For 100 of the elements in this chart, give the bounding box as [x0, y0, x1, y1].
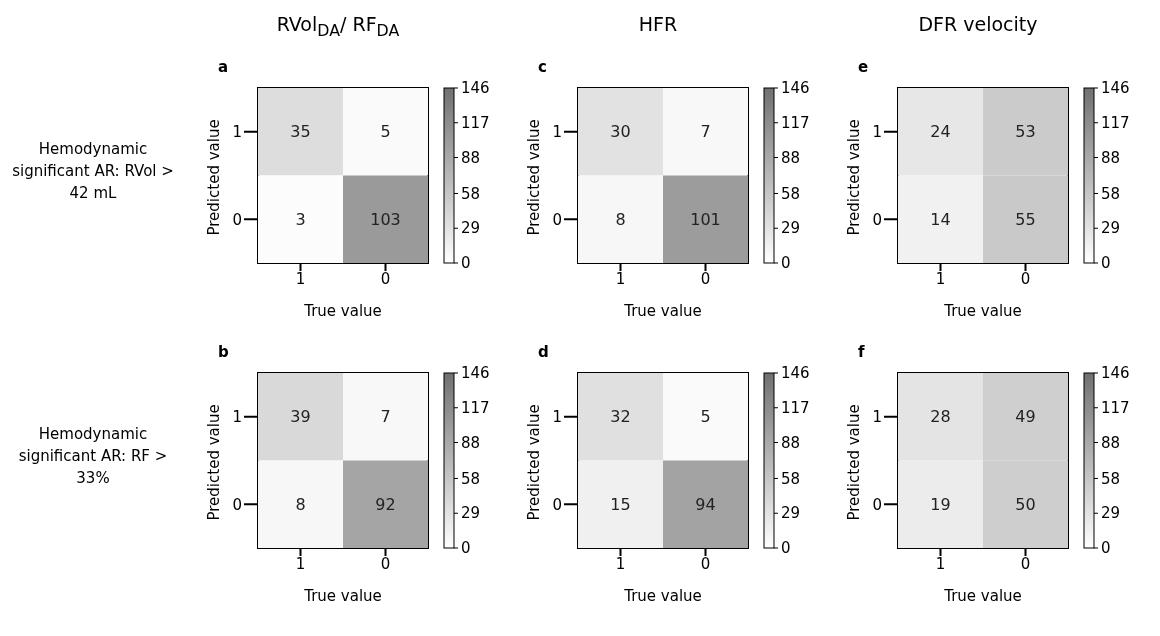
chart-title: c [538, 58, 547, 76]
data-label: 24 [930, 122, 951, 142]
data-label: 49 [1015, 407, 1036, 427]
x-tick-label: 0 [1020, 554, 1031, 573]
x-tick-label: 0 [700, 269, 711, 288]
y-axis-title: Predicted value [525, 119, 544, 236]
y-axis-title: Predicted value [205, 404, 224, 521]
y-tick-label: 0 [552, 495, 562, 514]
data-label: 7 [380, 407, 391, 427]
color-bar-label: 88 [461, 148, 481, 167]
data-label: 7 [700, 122, 711, 142]
x-tick-label: 1 [615, 269, 626, 288]
data-label: 50 [1015, 494, 1036, 514]
color-bar-label: 117 [1101, 114, 1130, 133]
y-axis-title: Predicted value [525, 404, 544, 521]
data-label: 19 [930, 494, 951, 514]
data-label: 8 [295, 494, 306, 514]
y-axis-title: Predicted value [845, 404, 864, 521]
x-tick-label: 1 [935, 269, 946, 288]
y-tick-label: 0 [232, 495, 242, 514]
y-tick-label: 1 [232, 123, 242, 142]
color-bar-label: 117 [461, 114, 490, 133]
color-bar-label: 58 [781, 469, 801, 488]
color-bar-label: 0 [1101, 254, 1111, 273]
data-label: 15 [610, 494, 631, 514]
data-label: 53 [1015, 122, 1036, 142]
x-axis-title: True value [623, 587, 702, 605]
chart-title: d [538, 343, 549, 361]
chart-title: e [858, 58, 869, 76]
y-axis-title: Predicted value [205, 119, 224, 236]
y-tick-label: 1 [872, 408, 882, 427]
color-bar-label: 117 [781, 114, 810, 133]
color-bar-label: 88 [781, 148, 801, 167]
data-label: 94 [695, 494, 716, 514]
color-bar-label: 0 [781, 539, 791, 558]
color-bar-label: 29 [461, 504, 481, 523]
color-bar-label: 58 [461, 184, 481, 203]
y-tick-label: 1 [872, 123, 882, 142]
chart-title: b [218, 343, 229, 361]
data-label: 14 [930, 209, 951, 229]
x-axis-title: True value [303, 587, 382, 605]
color-bar-label: 88 [461, 433, 481, 452]
color-bar-label: 58 [1101, 184, 1121, 203]
color-bar-label: 117 [461, 399, 490, 418]
color-bar-label: 88 [781, 433, 801, 452]
data-label: 39 [290, 407, 311, 427]
x-tick-label: 1 [295, 554, 306, 573]
color-bar-label: 58 [461, 469, 481, 488]
y-tick-label: 0 [872, 495, 882, 514]
x-tick-label: 0 [380, 554, 391, 573]
y-tick-label: 0 [872, 210, 882, 229]
data-label: 103 [370, 209, 401, 229]
color-bar-label: 88 [1101, 433, 1121, 452]
data-label: 32 [610, 407, 631, 427]
color-bar-label: 88 [1101, 148, 1121, 167]
color-bar-label: 29 [781, 504, 801, 523]
y-tick-label: 0 [552, 210, 562, 229]
x-axis-title: True value [623, 302, 702, 320]
x-tick-label: 1 [295, 269, 306, 288]
text: Hemodynamic significant AR: RF > 33% [17, 424, 169, 489]
data-label: 3 [295, 209, 306, 229]
color-bar-label: 117 [1101, 399, 1130, 418]
text: Hemodynamic significant AR: RVol > 42 mL [11, 139, 175, 204]
color-bar-label: 0 [1101, 539, 1111, 558]
color-bar-label: 146 [461, 79, 490, 98]
y-tick-label: 1 [232, 408, 242, 427]
color-bar-label: 29 [1101, 504, 1121, 523]
x-tick-label: 0 [700, 554, 711, 573]
x-axis-title: True value [943, 587, 1022, 605]
data-label: 35 [290, 122, 311, 142]
color-bar-label: 146 [781, 364, 810, 383]
y-tick-label: 1 [552, 123, 562, 142]
color-bar-label: 0 [461, 539, 471, 558]
x-tick-label: 1 [615, 554, 626, 573]
data-label: 30 [610, 122, 631, 142]
data-label: 5 [700, 407, 711, 427]
color-bar-label: 146 [1101, 364, 1130, 383]
color-bar-label: 146 [461, 364, 490, 383]
text: DFR velocity [918, 13, 1038, 35]
color-bar-label: 0 [781, 254, 791, 273]
color-bar-label: 29 [1101, 219, 1121, 238]
color-bar-label: 58 [781, 184, 801, 203]
x-tick-label: 1 [935, 554, 946, 573]
chart-title: f [858, 343, 865, 361]
text: HFR [638, 13, 678, 35]
color-bar-label: 29 [781, 219, 801, 238]
x-axis-title: True value [303, 302, 382, 320]
x-axis-title: True value [943, 302, 1022, 320]
data-label: 101 [690, 209, 721, 229]
x-tick-label: 0 [1020, 269, 1031, 288]
color-bar-label: 58 [1101, 469, 1121, 488]
color-bar-label: 0 [461, 254, 471, 273]
text: RVol$_{DA}$/ RF$_{DA}$ [276, 13, 400, 40]
color-bar-label: 29 [461, 219, 481, 238]
y-tick-label: 1 [552, 408, 562, 427]
color-bar-label: 146 [781, 79, 810, 98]
data-label: 5 [380, 122, 391, 142]
data-label: 28 [930, 407, 951, 427]
x-tick-label: 0 [380, 269, 391, 288]
data-label: 8 [615, 209, 626, 229]
